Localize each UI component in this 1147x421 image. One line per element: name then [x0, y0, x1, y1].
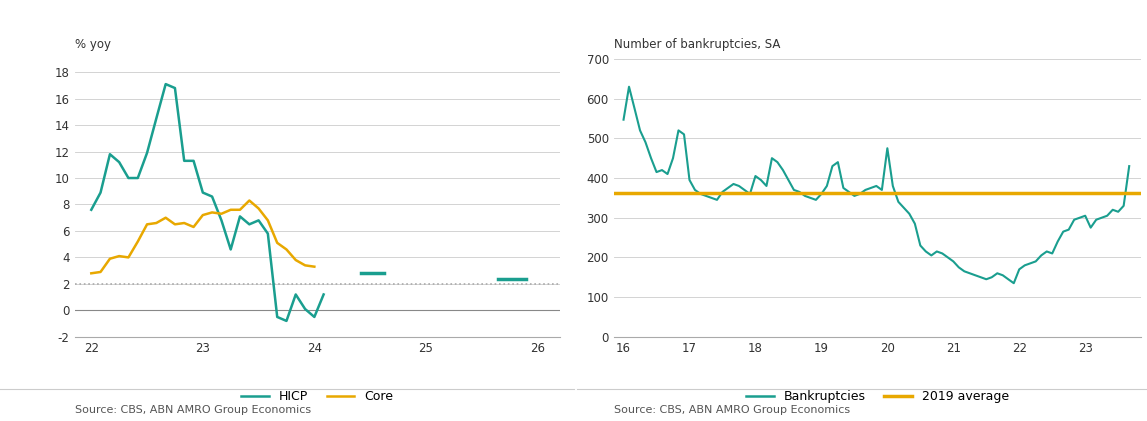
Legend: HICP, Core: HICP, Core — [236, 385, 398, 408]
Text: % yoy: % yoy — [75, 37, 110, 51]
Text: Bankruptcies surpass 2019 levels: Bankruptcies surpass 2019 levels — [585, 19, 915, 36]
Legend: Bankruptcies, 2019 average: Bankruptcies, 2019 average — [741, 385, 1014, 408]
Text: Source: CBS, ABN AMRO Group Economics: Source: CBS, ABN AMRO Group Economics — [75, 405, 311, 415]
Text: Number of bankruptcies, SA: Number of bankruptcies, SA — [614, 37, 780, 51]
Text: Source: CBS, ABN AMRO Group Economics: Source: CBS, ABN AMRO Group Economics — [614, 405, 850, 415]
Text: Quick pace of disinflation lowers inflation forecasts: Quick pace of disinflation lowers inflat… — [7, 19, 513, 36]
